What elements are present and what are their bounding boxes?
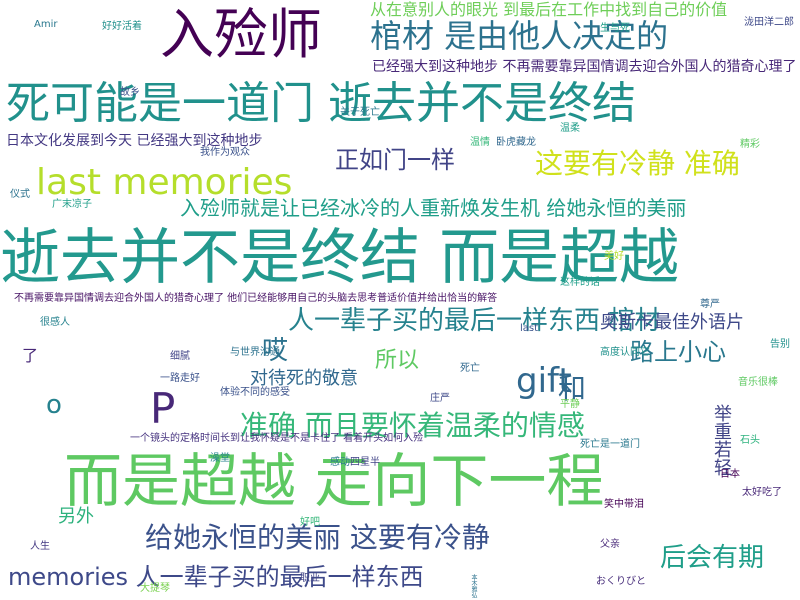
- cloud-word: 美好: [604, 251, 624, 262]
- cloud-word: 而是超越 走向下一程: [64, 447, 605, 515]
- cloud-word: 棺材 是由他人决定的: [370, 17, 669, 55]
- cloud-word: 准确 而且要怀着温柔的情感: [240, 409, 585, 442]
- cloud-word: 温柔: [560, 123, 580, 134]
- cloud-word: 生与死: [600, 23, 630, 34]
- cloud-word: 父亲: [600, 539, 620, 550]
- cloud-word: 卧虎藏龙: [496, 137, 536, 148]
- cloud-word: 职业: [300, 573, 320, 584]
- cloud-word: Amir: [34, 19, 58, 30]
- cloud-word: 对待死的敬意: [250, 368, 358, 389]
- cloud-word: 已经强大到这种地步 不再需要靠异国情调去迎合外国人的猎奇心理了: [372, 59, 797, 75]
- cloud-word: 体验不同的感受: [220, 387, 290, 398]
- cloud-word: 感动: [330, 457, 350, 468]
- cloud-word: 细腻: [170, 351, 190, 362]
- cloud-word: 太好吃了: [742, 487, 782, 498]
- cloud-word: last: [520, 323, 539, 334]
- cloud-word: 庄严: [430, 393, 450, 404]
- cloud-word: 好好活着: [102, 21, 142, 32]
- cloud-word: 奥斯卡最佳外语片: [600, 312, 744, 333]
- cloud-word: 逝去并不是终结 而是超越: [0, 223, 680, 293]
- cloud-word: 入殓师就是让已经冰冷的人重新焕发生机 给她永恒的美丽: [180, 196, 687, 220]
- cloud-word: 人一辈子买的最后一样东西 棺材: [288, 306, 661, 336]
- cloud-word: 了: [22, 346, 39, 365]
- cloud-word: 一个镜头的定格时间长到让我怀疑是不是卡住了 看着开头如何入殓: [130, 433, 424, 444]
- cloud-word: 入殓师: [160, 3, 322, 66]
- cloud-word: 从在意别人的眼光 到最后在工作中找到自己的价值: [370, 0, 728, 19]
- cloud-word: 和: [558, 372, 587, 405]
- cloud-word: 尊严: [700, 299, 720, 310]
- cloud-word: 我作为观众: [200, 147, 250, 158]
- cloud-word: 举重若轻: [711, 404, 732, 476]
- cloud-word: 笑中带泪: [604, 499, 644, 510]
- cloud-word: 正如门一样: [335, 146, 455, 174]
- cloud-word: 日本: [720, 469, 740, 480]
- cloud-word: 石头: [740, 435, 760, 446]
- cloud-word: 所以: [375, 348, 420, 373]
- cloud-word: P: [150, 384, 176, 433]
- cloud-word: 哎: [262, 336, 289, 366]
- cloud-word: 澡堂: [210, 453, 230, 464]
- cloud-word: 后会有期: [660, 543, 765, 573]
- cloud-word: o: [46, 390, 62, 420]
- cloud-word: 死亡: [460, 363, 480, 374]
- cloud-word: 路上小心: [630, 338, 726, 366]
- cloud-word: 音乐很棒: [738, 377, 778, 388]
- cloud-word: 人生: [30, 541, 50, 552]
- cloud-word: 死亡是一道门: [580, 439, 640, 450]
- cloud-word: 日本文化发展到今天 已经强大到这种地步: [6, 133, 263, 149]
- cloud-word: 本木雅弘: [470, 574, 477, 598]
- cloud-word: 精彩: [740, 139, 760, 150]
- cloud-word: 不再需要靠异国情调去迎合外国人的猎奇心理了 他们已经能够用自己的头脑去思考普适价…: [14, 293, 498, 304]
- cloud-word: 给她永恒的美丽 这要有冷静: [145, 521, 490, 554]
- cloud-word: 温情: [470, 137, 490, 148]
- cloud-word: 好吧: [300, 517, 320, 528]
- cloud-word: gift: [516, 361, 572, 401]
- cloud-word: 一路走好: [160, 373, 200, 384]
- cloud-word: おくりびと: [596, 576, 646, 587]
- cloud-word: 与世界沟通: [230, 347, 280, 358]
- cloud-word: 平静: [560, 399, 580, 410]
- cloud-word: last memories: [36, 162, 293, 203]
- cloud-word: 高度认同它: [600, 347, 650, 358]
- cloud-word: 大提琴: [140, 583, 170, 594]
- cloud-word: 这要有冷静 准确: [535, 147, 740, 180]
- cloud-word: 广末凉子: [52, 199, 92, 210]
- cloud-word: memories 人一辈子买的最后一样东西: [8, 563, 424, 591]
- cloud-word: 这样的话: [560, 277, 600, 288]
- cloud-word: 告别: [770, 339, 790, 350]
- cloud-word: 关于死亡: [340, 107, 380, 118]
- cloud-word: 泷田洋二郎: [744, 17, 794, 28]
- cloud-word: 四星半: [350, 457, 380, 468]
- cloud-word: 很感人: [40, 317, 70, 328]
- cloud-word: 另外: [58, 506, 94, 527]
- cloud-word: 故乡: [120, 87, 140, 98]
- cloud-word: 死可能是一道门 逝去并不是终结: [6, 78, 636, 129]
- cloud-word: 仪式: [10, 189, 30, 200]
